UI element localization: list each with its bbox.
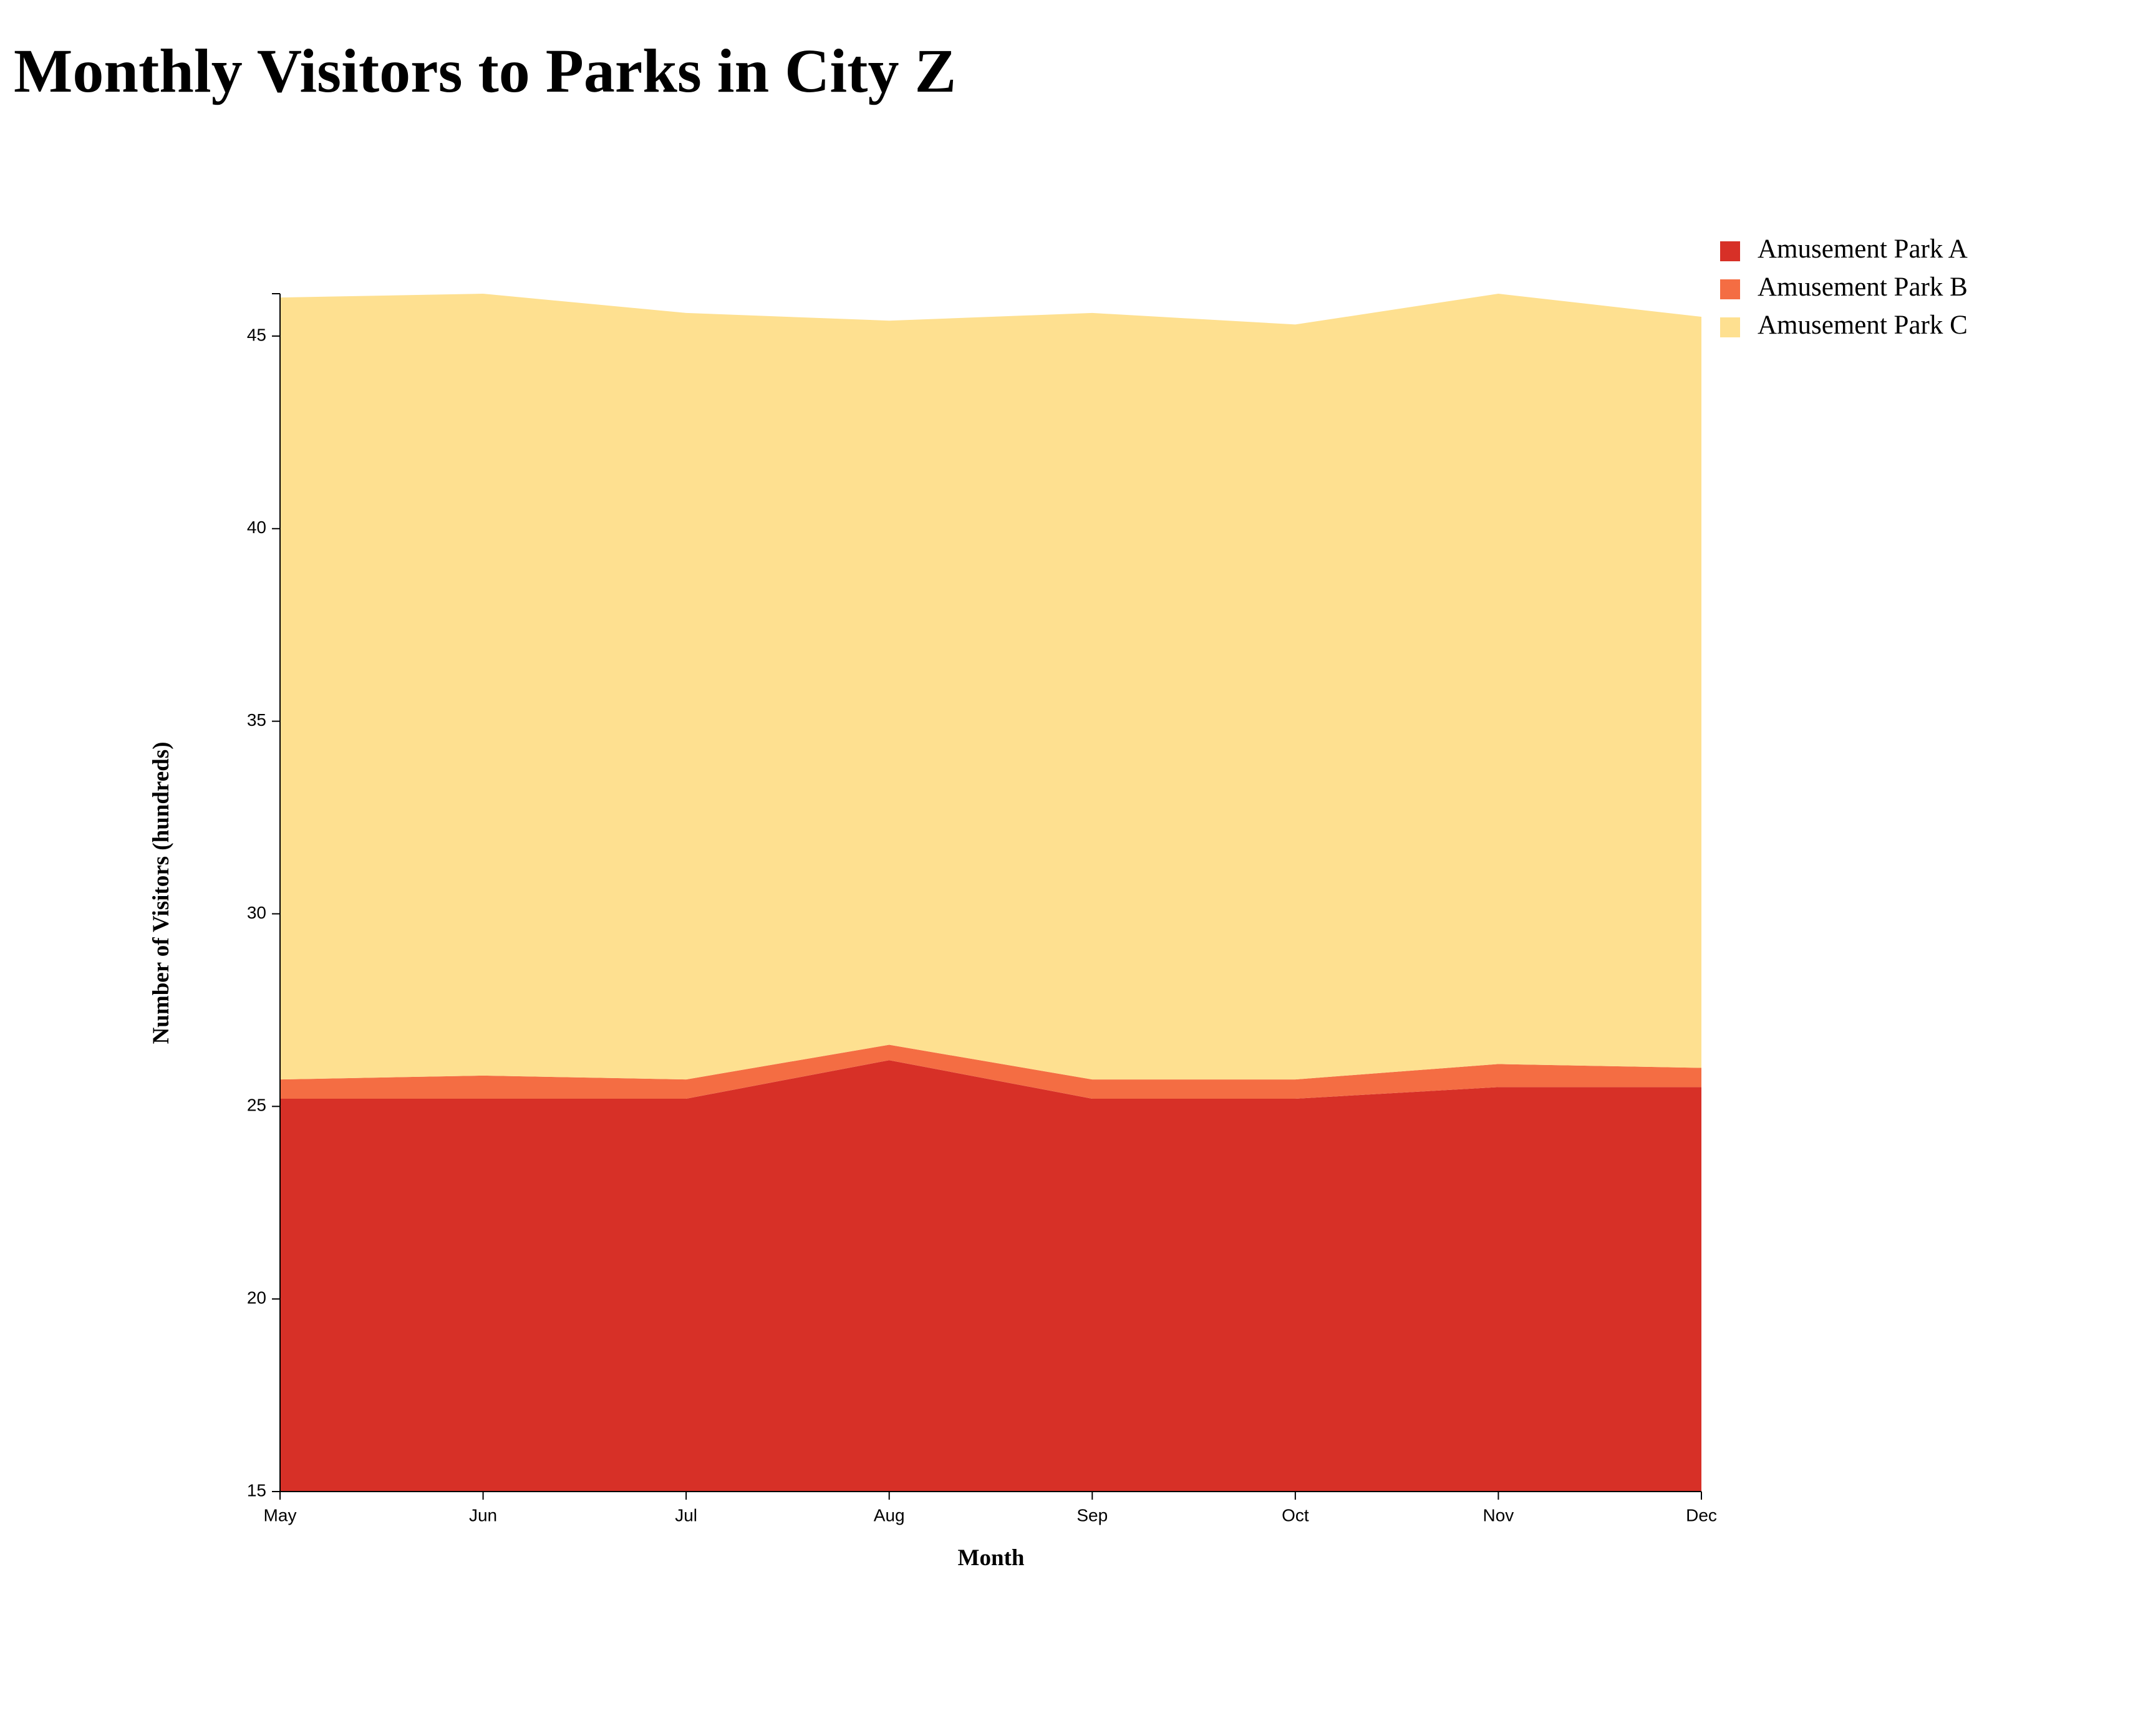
x-tick-label: Nov xyxy=(1483,1505,1514,1525)
legend-label: Amusement Park A xyxy=(1758,234,1968,264)
area xyxy=(280,1044,1701,1099)
y-tick-label: 35 xyxy=(247,710,266,730)
legend-swatch xyxy=(1720,317,1740,337)
y-tick-label: 45 xyxy=(247,325,266,344)
legend-swatch xyxy=(1720,279,1740,299)
plot-area xyxy=(280,294,1701,1492)
x-tick-label: Jun xyxy=(469,1505,497,1525)
y-tick-label: 25 xyxy=(247,1096,266,1115)
x-tick-label: Dec xyxy=(1686,1505,1717,1525)
x-axis-label: Month xyxy=(958,1545,1025,1571)
y-tick-label: 30 xyxy=(247,903,266,922)
x-tick-label: May xyxy=(264,1505,297,1525)
y-axis-label: Number of Visitors (hundreds) xyxy=(148,742,174,1044)
legend-swatch xyxy=(1720,241,1740,261)
x-tick-label: Aug xyxy=(874,1505,905,1525)
area xyxy=(280,1060,1701,1492)
y-tick-label: 40 xyxy=(247,518,266,537)
chart-title: Monthly Visitors to Parks in City Z xyxy=(14,36,956,105)
x-tick-label: Jul xyxy=(675,1505,697,1525)
legend-label: Amusement Park C xyxy=(1758,311,1968,340)
legend-label: Amusement Park B xyxy=(1758,272,1968,302)
y-tick-label: 20 xyxy=(247,1288,266,1308)
area xyxy=(280,294,1701,1080)
x-tick-label: Oct xyxy=(1282,1505,1309,1525)
y-tick-label: 15 xyxy=(247,1480,266,1500)
x-tick-label: Sep xyxy=(1076,1505,1108,1525)
